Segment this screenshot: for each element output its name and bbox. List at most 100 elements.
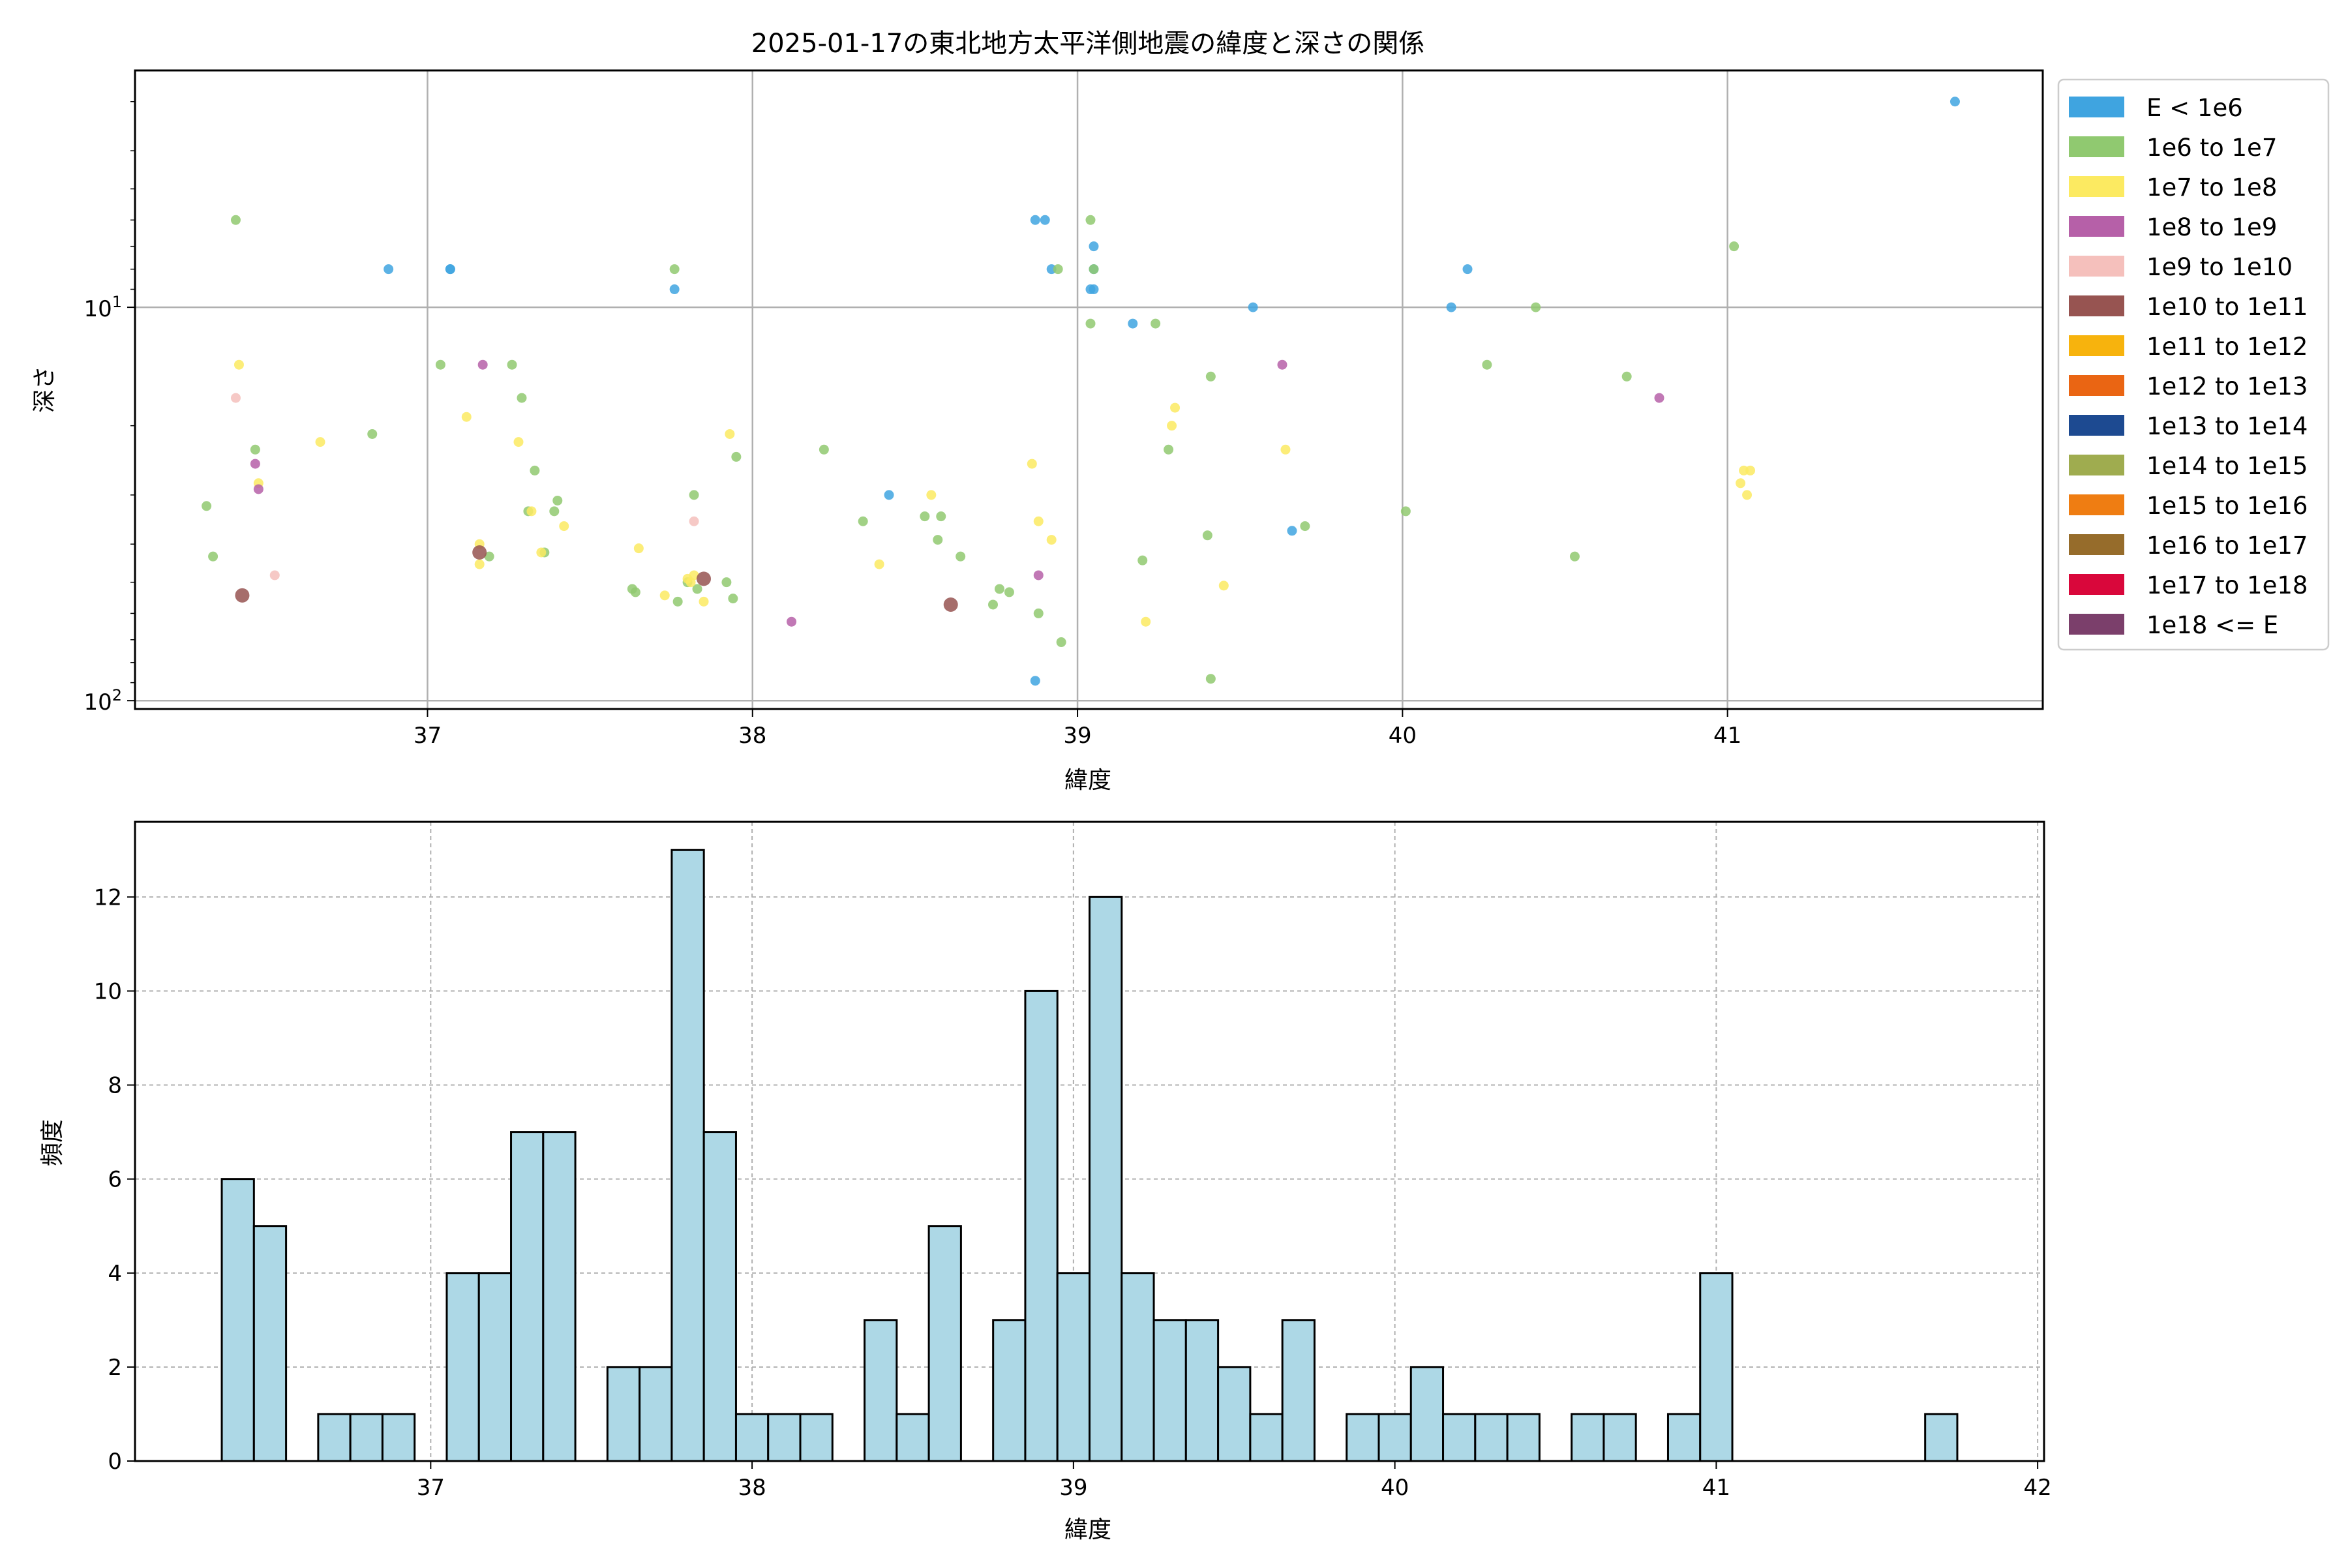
scatter-point [1218, 580, 1229, 591]
scatter-point [731, 451, 742, 462]
histogram-x-tick-label: 37 [417, 1475, 445, 1501]
scatter-point [530, 465, 540, 475]
histogram-y-tick-label: 4 [108, 1261, 122, 1287]
legend-label: 1e8 to 1e9 [2146, 213, 2277, 241]
scatter-point [633, 543, 644, 554]
legend-swatch [2069, 455, 2124, 475]
scatter-point [1033, 516, 1044, 526]
scatter-point [208, 551, 218, 562]
legend-swatch [2069, 256, 2124, 277]
scatter-point [936, 511, 946, 522]
scatter-point [549, 506, 560, 517]
legend-label: 1e10 to 1e11 [2146, 293, 2308, 321]
legend-swatch [2069, 176, 2124, 197]
scatter-point [728, 594, 738, 604]
scatter-point [672, 596, 683, 607]
histogram-bar [1699, 1272, 1734, 1462]
scatter-point [1170, 402, 1181, 413]
histogram-bar [799, 1413, 834, 1462]
scatter-point [559, 521, 569, 532]
histogram-bar [510, 1131, 545, 1462]
scatter-points [202, 97, 1960, 686]
scatter-point [1040, 215, 1050, 225]
scatter-point [517, 393, 527, 403]
histogram-y-tick-label: 6 [108, 1167, 122, 1193]
histogram-bar [606, 1366, 641, 1462]
histogram-bar [1281, 1319, 1316, 1462]
scatter-point [926, 490, 937, 500]
scatter-point [315, 437, 325, 447]
scatter-point [725, 429, 735, 439]
legend-swatch [2069, 574, 2124, 595]
scatter-point [552, 495, 563, 505]
scatter-point [1482, 359, 1492, 370]
scatter-point [858, 516, 868, 526]
legend-label: E < 1e6 [2146, 94, 2243, 122]
legend-label: 1e15 to 1e16 [2146, 492, 2308, 520]
scatter-point [819, 444, 829, 455]
scatter-point [1089, 241, 1099, 252]
histogram-bar [702, 1131, 737, 1462]
scatter-point [233, 359, 244, 370]
scatter-point [1569, 551, 1580, 562]
scatter-point [1531, 302, 1541, 312]
histogram-y-tick-label: 2 [108, 1355, 122, 1381]
histogram-plot-frame [134, 821, 2045, 1462]
histogram-bar [1184, 1319, 1220, 1462]
scatter-point [1053, 264, 1063, 275]
scatter-point [472, 545, 487, 560]
scatter-point [689, 570, 699, 580]
histogram-bar [1121, 1272, 1155, 1462]
histogram-bar [1571, 1413, 1605, 1462]
scatter-point [1085, 215, 1096, 225]
scatter-point [1654, 393, 1664, 403]
scatter-point [1046, 535, 1057, 545]
scatter-point [250, 459, 260, 469]
scatter-point [250, 444, 260, 455]
scatter-point [1205, 371, 1216, 382]
scatter-point [1056, 637, 1066, 648]
scatter-x-tick-label: 40 [1389, 723, 1417, 749]
histogram-bar [252, 1225, 288, 1462]
histogram-bar [734, 1413, 770, 1462]
histogram-x-tick-label: 38 [738, 1475, 766, 1501]
scatter-y-tick-label: 102 [83, 686, 122, 716]
scatter-point [513, 437, 524, 447]
scatter-point [1151, 318, 1161, 329]
scatter-point [1164, 444, 1174, 455]
scatter-x-axis-label: 緯度 [1064, 767, 1111, 794]
histogram-bar [477, 1272, 513, 1462]
histogram-bar [1377, 1413, 1412, 1462]
legend-label: 1e14 to 1e15 [2146, 452, 2308, 480]
legend-label: 1e9 to 1e10 [2146, 253, 2293, 281]
histogram-bar [670, 849, 705, 1462]
scatter-point [943, 597, 958, 612]
scatter-point [1027, 459, 1037, 469]
histogram-x-tick-label: 40 [1381, 1475, 1409, 1501]
histogram-bar [1409, 1366, 1445, 1462]
histogram-bar [767, 1413, 802, 1462]
scatter-x-tick-label: 38 [738, 723, 766, 749]
scatter-point [230, 393, 241, 403]
legend-swatch [2069, 614, 2124, 635]
scatter-plot-frame [134, 69, 2044, 710]
scatter-point [1033, 570, 1044, 580]
scatter-point [669, 264, 680, 275]
scatter-x-tick-label: 37 [414, 723, 442, 749]
scatter-point [1287, 526, 1297, 536]
legend-label: 1e13 to 1e14 [2146, 412, 2308, 440]
legend-swatch [2069, 375, 2124, 396]
legend-swatch [2069, 136, 2124, 157]
scatter-point [1033, 608, 1044, 618]
legend-label: 1e11 to 1e12 [2146, 333, 2308, 361]
histogram-y-tick-label: 8 [108, 1073, 122, 1099]
scatter-point [697, 571, 712, 586]
scatter-point [659, 590, 670, 601]
histogram-x-tick-label: 39 [1059, 1475, 1087, 1501]
scatter-point [669, 284, 680, 295]
scatter-point [787, 616, 797, 627]
scatter-point [1141, 616, 1151, 627]
histogram-x-axis-label: 緯度 [1064, 1516, 1111, 1543]
